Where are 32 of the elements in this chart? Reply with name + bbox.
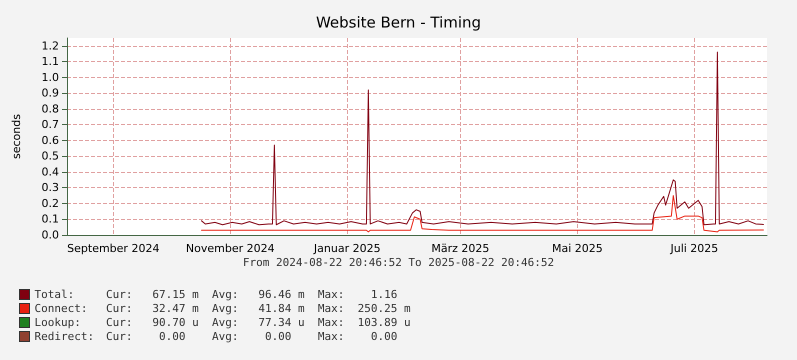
- legend-label: Connect:: [34, 302, 88, 315]
- x-tick-label: Mai 2025: [552, 242, 603, 255]
- x-tick-label: Juli 2025: [669, 242, 718, 255]
- chart-title: Website Bern - Timing: [316, 14, 482, 32]
- y-tick-label: 1.0: [42, 70, 59, 84]
- x-tick-label: November 2024: [186, 242, 275, 255]
- y-tick-label: 1.1: [42, 55, 59, 68]
- y-tick-label: 0.0: [42, 228, 59, 242]
- y-tick-label: 0.6: [42, 134, 59, 147]
- legend-label: Redirect:: [34, 330, 94, 343]
- x-tick-label: September 2024: [67, 242, 160, 255]
- y-tick-label: 0.1: [42, 212, 59, 226]
- text: Cur: 32.47 m Avg: 41.84 m Max: 250.25 m: [106, 302, 412, 315]
- legend-label: Lookup:: [34, 316, 81, 329]
- y-tick-label: 0.3: [42, 181, 59, 194]
- line-series: [201, 195, 764, 232]
- y-tick-label: 1.2: [42, 39, 59, 52]
- text: Cur: 67.15 m Avg: 96.46 m Max: 1.16: [106, 288, 398, 301]
- line-series: [201, 52, 764, 226]
- y-tick-label: 0.5: [42, 150, 59, 163]
- y-tick-label: 0.8: [42, 102, 59, 116]
- y-tick-label: 0.9: [42, 86, 59, 100]
- text: Cur: 90.70 u Avg: 77.34 u Max: 103.89 u: [106, 316, 411, 329]
- text: From 2024-08-22 20:46:52 To 2025-08-22 20:46:52: [242, 256, 554, 269]
- y-tick-label: 0.2: [42, 196, 59, 210]
- legend-label: Total:: [34, 288, 74, 301]
- text: Cur: 0.00 Avg: 0.00 Max: 0.00: [106, 330, 398, 343]
- y-tick-label: 0.4: [42, 165, 59, 178]
- y-axis-title: seconds: [10, 114, 23, 159]
- x-tick-label: März 2025: [431, 242, 490, 255]
- y-tick-label: 0.7: [42, 118, 59, 132]
- x-tick-label: Januar 2025: [312, 242, 381, 255]
